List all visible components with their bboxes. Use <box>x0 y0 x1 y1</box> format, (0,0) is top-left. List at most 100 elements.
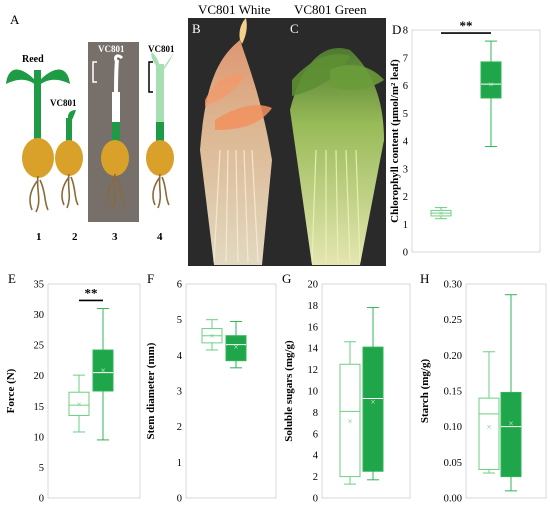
vc801-label-plant2: VC801 <box>50 98 77 108</box>
plant-1-reed-illustration: Reed <box>6 54 70 213</box>
y-tick-label: 1 <box>403 220 408 231</box>
y-tick-label: 3 <box>177 387 182 398</box>
panel-letter-d: D <box>392 22 401 37</box>
panel-letter-h: H <box>420 271 429 286</box>
y-tick-label: 10 <box>308 387 319 398</box>
y-tick-label: 0.05 <box>444 458 462 469</box>
box-green <box>500 391 522 478</box>
y-axis-label: Stem diameter (mm) <box>145 342 157 439</box>
plot-frame <box>411 29 541 253</box>
chart-d-chlorophyll: 0 1 2 3 4 5 6 7 8 Chlorophyll content (μmol/m² le… <box>389 18 541 259</box>
mean-marker: × <box>100 366 105 376</box>
y-tick-label: 2 <box>313 472 318 483</box>
y-tick-label: 30 <box>34 310 45 321</box>
vc801-label-plant3: VC801 <box>98 44 125 54</box>
mean-marker: × <box>508 419 513 429</box>
plant-number-2: 2 <box>72 231 78 243</box>
y-tick-label: 1 <box>177 458 182 469</box>
y-tick-label: 4 <box>403 137 409 148</box>
chart-f-stem-diameter: 0 1 2 3 4 5 6 Stem diameter (mm) × × <box>145 280 277 505</box>
y-tick-label: 16 <box>308 322 319 333</box>
y-tick-label: 35 <box>34 280 45 291</box>
y-tick-label: 0 <box>403 248 408 259</box>
chart-e-force: 0 5 10 15 20 25 30 35 Force (N) × × ** <box>5 280 141 505</box>
photo-b-white-seedlings: B <box>188 18 286 266</box>
y-axis-label: Soluble sugars (mg/g) <box>283 340 295 442</box>
panel-letter-g: G <box>282 271 291 286</box>
y-tick-label: 6 <box>313 429 318 440</box>
box-green <box>92 349 114 392</box>
y-tick-label: 0.30 <box>444 280 462 291</box>
y-tick-label: 18 <box>308 301 319 312</box>
y-tick-label: 2 <box>403 192 408 203</box>
y-tick-label: 10 <box>34 432 45 443</box>
chart-h-starch: 0.00 0.05 0.10 0.15 0.20 0.25 0.30 Starch (mg/g… <box>419 280 547 505</box>
y-tick-label: 8 <box>313 408 318 419</box>
panel-letter-b: B <box>192 21 201 36</box>
y-tick-label: 20 <box>34 371 45 382</box>
box-green <box>225 335 247 362</box>
plant-2-vc801-illustration: VC801 <box>50 98 83 209</box>
photo-b-title: VC801 White <box>198 2 271 17</box>
y-tick-label: 0 <box>313 494 318 505</box>
y-tick-label: 6 <box>177 280 182 291</box>
plot-frame <box>47 283 141 499</box>
vc801-label-plant4: VC801 <box>148 44 175 54</box>
y-tick-label: 0.10 <box>444 422 462 433</box>
y-tick-label: 5 <box>39 463 44 474</box>
y-tick-label: 5 <box>403 109 408 120</box>
plant-number-4: 4 <box>157 231 163 243</box>
y-tick-label: 12 <box>308 365 319 376</box>
y-tick-label: 6 <box>403 81 408 92</box>
y-tick-label: 0.25 <box>444 315 462 326</box>
y-tick-label: 14 <box>308 344 319 355</box>
box-green <box>480 61 502 99</box>
y-tick-label: 0.20 <box>444 351 462 362</box>
mean-marker: × <box>347 416 352 426</box>
mean-marker: × <box>370 397 375 407</box>
y-tick-label: 0 <box>177 494 182 505</box>
mean-marker: × <box>76 399 81 409</box>
y-tick-label: 4 <box>313 451 319 462</box>
plant-4-illustration: VC801 <box>146 44 175 209</box>
mean-marker: × <box>209 331 214 341</box>
panel-letter-e: E <box>8 271 16 286</box>
y-tick-label: 4 <box>177 351 183 362</box>
y-tick-label: 20 <box>308 280 319 291</box>
photo-c-title: VC801 Green <box>294 2 367 17</box>
y-tick-label: 3 <box>403 164 408 175</box>
plant-number-3: 3 <box>112 231 118 243</box>
panel-letter-a: A <box>10 12 20 27</box>
photo-c-green-seedlings: C <box>286 18 386 266</box>
significance-label: ** <box>460 18 473 33</box>
box-white <box>478 397 500 470</box>
y-axis-label: Chlorophyll content (μmol/m² leaf) <box>389 59 401 223</box>
y-tick-label: 8 <box>403 26 408 37</box>
mean-marker: × <box>438 209 443 219</box>
plot-frame <box>185 283 277 499</box>
significance-label: ** <box>85 285 98 300</box>
box-white <box>68 391 90 416</box>
plot-frame <box>321 283 411 499</box>
panel-letter-f: F <box>147 271 154 286</box>
mean-marker: × <box>486 422 491 432</box>
reed-label: Reed <box>22 54 44 65</box>
plot-frame <box>465 283 547 499</box>
y-tick-label: 0.15 <box>444 387 462 398</box>
panel-a: A Reed VC801 VC801 <box>6 12 175 243</box>
plant-3-illustration: VC801 <box>88 42 139 222</box>
chart-g-soluble-sugars: 0 2 4 6 8 10 12 14 16 18 20 Soluble sugars (mg/g) × × <box>283 280 411 505</box>
y-axis-label: Starch (mg/g) <box>419 359 431 424</box>
plant-number-1: 1 <box>36 231 42 243</box>
mean-marker: × <box>233 342 238 352</box>
y-tick-label: 5 <box>177 315 182 326</box>
y-tick-label: 15 <box>34 402 45 413</box>
mean-marker: × <box>488 80 493 90</box>
box-white <box>339 363 361 478</box>
panel-letter-c: C <box>290 21 299 36</box>
y-tick-label: 25 <box>34 341 45 352</box>
y-axis-label: Force (N) <box>5 368 17 413</box>
y-tick-label: 0 <box>39 494 44 505</box>
box-green <box>362 346 384 472</box>
